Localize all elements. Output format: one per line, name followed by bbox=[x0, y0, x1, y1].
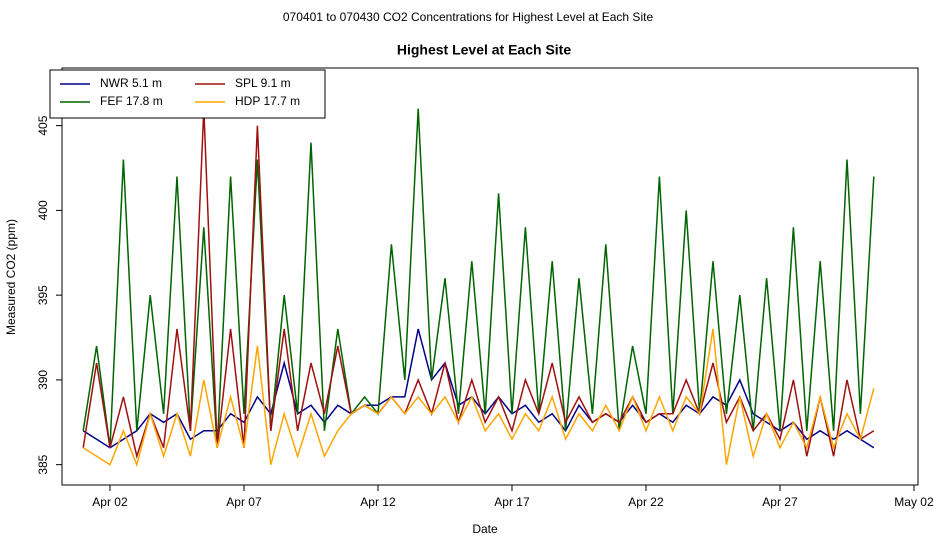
x-tick-label: Apr 02 bbox=[92, 495, 128, 509]
plot-frame bbox=[61, 67, 919, 486]
y-tick-label: 395 bbox=[36, 285, 50, 305]
series-line bbox=[82, 108, 875, 448]
x-tick-label: May 02 bbox=[894, 495, 934, 509]
series-line bbox=[82, 328, 875, 468]
chart-title: Highest Level at Each Site bbox=[397, 42, 571, 58]
x-axis-label: Date bbox=[472, 522, 498, 536]
series-line bbox=[82, 108, 875, 460]
legend-label: NWR 5.1 m bbox=[100, 76, 162, 90]
x-tick-label: Apr 27 bbox=[762, 495, 798, 509]
legend-label: SPL 9.1 m bbox=[235, 76, 291, 90]
x-tick-label: Apr 12 bbox=[360, 495, 396, 509]
x-tick-label: Apr 17 bbox=[494, 495, 530, 509]
y-tick-label: 400 bbox=[36, 200, 50, 220]
y-axis-label: Measured CO2 (ppm) bbox=[4, 219, 18, 335]
legend-label: FEF 17.8 m bbox=[100, 94, 163, 108]
series-line bbox=[82, 328, 875, 449]
y-tick-label: 385 bbox=[36, 454, 50, 474]
y-tick-label: 405 bbox=[36, 115, 50, 135]
suptitle: 070401 to 070430 CO2 Concentrations for … bbox=[283, 10, 654, 24]
x-tick-label: Apr 22 bbox=[628, 495, 664, 509]
legend-box bbox=[49, 69, 326, 119]
x-tick-label: Apr 07 bbox=[226, 495, 262, 509]
legend-label: HDP 17.7 m bbox=[235, 94, 300, 108]
y-tick-label: 390 bbox=[36, 370, 50, 390]
